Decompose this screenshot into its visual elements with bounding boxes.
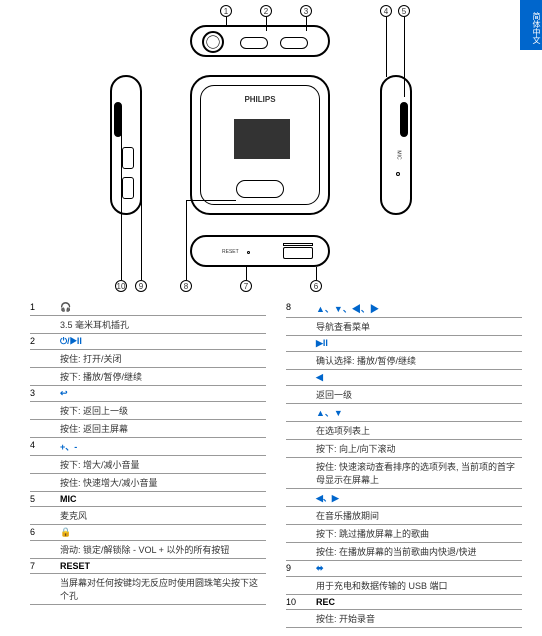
legend-icon: ⏻/▶II (60, 336, 266, 347)
legend-icon: ▲、▼、◀、▶ (316, 302, 522, 315)
legend-icon: ⬌ (316, 563, 522, 574)
legend-description: 在音乐播放期间 (286, 507, 522, 525)
legend-icon: ◀ (316, 372, 522, 383)
legend-description: 滑动: 锁定/解锁除 - VOL + 以外的所有按钮 (30, 541, 266, 559)
callout-7: 7 (240, 280, 252, 292)
device-diagram: PHILIPS MIC RESET 1 2 3 4 5 6 7 8 9 10 (80, 5, 460, 295)
legend-icon: REC (316, 597, 522, 607)
callout-4: 4 (380, 5, 392, 17)
device-bottom-view: RESET (190, 235, 330, 267)
callout-2: 2 (260, 5, 272, 17)
legend-description: 按住: 在播放屏幕的当前歌曲内快退/快进 (286, 543, 522, 561)
left-column: 1🎧3.5 毫米耳机插孔2⏻/▶II按住: 打开/关闭按下: 播放/暂停/继续3… (30, 300, 266, 628)
callout-3: 3 (300, 5, 312, 17)
legend-icon: ↩ (60, 388, 266, 399)
legend-number: 3 (30, 388, 60, 399)
legend-number: 1 (30, 302, 60, 313)
callout-9: 9 (135, 280, 147, 292)
right-column: 8▲、▼、◀、▶导航查看菜单▶II确认选择: 播放/暂停/继续◀返回一级▲、▼在… (286, 300, 522, 628)
legend-number: 5 (30, 494, 60, 504)
legend-description: 用于充电和数据传输的 USB 端口 (286, 577, 522, 595)
legend-row: 3↩ (30, 386, 266, 402)
legend-row: 5MIC (30, 492, 266, 507)
legend-row: 10REC (286, 595, 522, 610)
legend-description: 按住: 打开/关闭 (30, 350, 266, 368)
legend-number (286, 338, 316, 349)
device-front-view: PHILIPS (190, 75, 330, 215)
legend-number: 10 (286, 597, 316, 607)
legend-description: 按下: 增大/减小音量 (30, 456, 266, 474)
legend-row: ◀、▶ (286, 489, 522, 507)
legend-icon: MIC (60, 494, 266, 504)
legend-description: 按下: 向上/向下滚动 (286, 440, 522, 458)
device-top-view (190, 25, 330, 57)
legend-description: 3.5 毫米耳机插孔 (30, 316, 266, 334)
legend-number: 7 (30, 561, 60, 571)
legend-row: 9⬌ (286, 561, 522, 577)
legend-description: 按下: 播放/暂停/继续 (30, 368, 266, 386)
legend-row: 2⏻/▶II (30, 334, 266, 350)
legend-row: ▶II (286, 336, 522, 352)
legend-icon: 🎧 (60, 302, 266, 313)
device-left-view (110, 75, 142, 215)
legend-icon: RESET (60, 561, 266, 571)
legend-description: 按住: 快速增大/减小音量 (30, 474, 266, 492)
legend-columns: 1🎧3.5 毫米耳机插孔2⏻/▶II按住: 打开/关闭按下: 播放/暂停/继续3… (30, 300, 522, 628)
language-tab: 简体中文 (520, 0, 542, 50)
callout-8: 8 (180, 280, 192, 292)
legend-number: 9 (286, 563, 316, 574)
legend-row: 4+、- (30, 438, 266, 456)
callout-1: 1 (220, 5, 232, 17)
legend-icon: 🔒 (60, 527, 266, 538)
legend-number (286, 372, 316, 383)
legend-row: ◀ (286, 370, 522, 386)
callout-6: 6 (310, 280, 322, 292)
legend-number (286, 406, 316, 419)
legend-icon: +、- (60, 440, 266, 453)
device-screen (234, 119, 290, 159)
legend-row: 1🎧 (30, 300, 266, 316)
legend-number: 8 (286, 302, 316, 315)
legend-number: 2 (30, 336, 60, 347)
legend-description: 导航查看菜单 (286, 318, 522, 336)
legend-description: 麦克风 (30, 507, 266, 525)
legend-row: 6🔒 (30, 525, 266, 541)
legend-icon: ▲、▼ (316, 406, 522, 419)
legend-number: 4 (30, 440, 60, 453)
legend-row: ▲、▼ (286, 404, 522, 422)
legend-icon: ▶II (316, 338, 522, 349)
legend-row: 7RESET (30, 559, 266, 574)
callout-10: 10 (115, 280, 127, 292)
legend-number (286, 491, 316, 504)
legend-row: 8▲、▼、◀、▶ (286, 300, 522, 318)
device-right-view: MIC (380, 75, 412, 215)
legend-description: 按下: 返回上一级 (30, 402, 266, 420)
legend-description: 确认选择: 播放/暂停/继续 (286, 352, 522, 370)
legend-description: 按住: 开始录音 (286, 610, 522, 628)
legend-number: 6 (30, 527, 60, 538)
legend-description: 按住: 返回主屏幕 (30, 420, 266, 438)
legend-description: 在选项列表上 (286, 422, 522, 440)
legend-description: 当屏幕对任何按键均无反应时使用圆珠笔尖按下这个孔 (30, 574, 266, 605)
legend-description: 按下: 跳过播放屏幕上的歌曲 (286, 525, 522, 543)
callout-5: 5 (398, 5, 410, 17)
legend-icon: ◀、▶ (316, 491, 522, 504)
legend-description: 按住: 快速滚动查看排序的选项列表, 当前项的首字母显示在屏幕上 (286, 458, 522, 489)
legend-description: 返回一级 (286, 386, 522, 404)
